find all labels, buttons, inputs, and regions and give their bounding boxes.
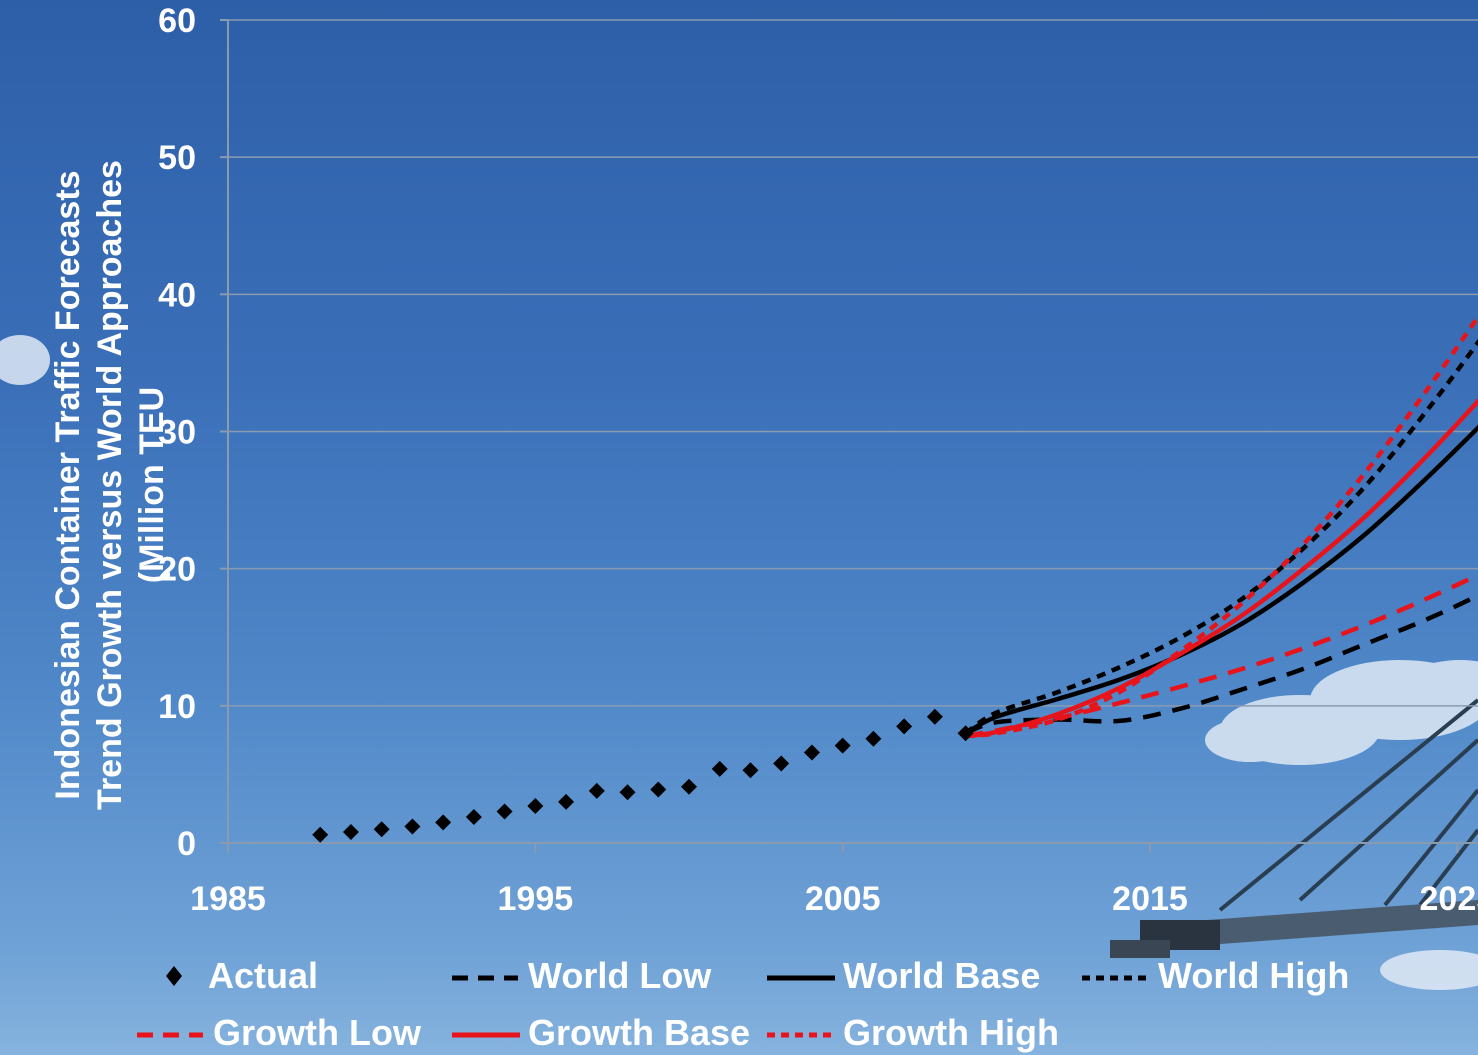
red-solid-line-icon: [452, 1032, 520, 1038]
actual-data-point: [527, 797, 544, 814]
actual-data-point: [312, 826, 329, 843]
series-line-world-base: [964, 424, 1478, 736]
actual-data-point: [865, 730, 882, 747]
y-tick-label: 40: [158, 276, 196, 314]
x-tick-label: 1995: [498, 880, 574, 918]
legend-label-world-base: World Base: [843, 955, 1041, 996]
y-tick-label: 0: [177, 825, 196, 863]
actual-data-point: [803, 744, 820, 761]
legend-item-growth-base: Growth Base: [450, 1012, 750, 1054]
y-axis-title: Indonesian Container Traffic Forecasts T…: [35, 35, 185, 935]
legend-label-growth-base: Growth Base: [528, 1012, 751, 1053]
legend-item-world-base: World Base: [765, 955, 1040, 997]
actual-data-point: [957, 725, 974, 742]
actual-data-point: [773, 755, 790, 772]
short-dash-line-icon: [1082, 975, 1148, 981]
tick-labels: 0 10 20 30 40 50 60 1985 1995 2005 2015 2025: [158, 2, 1478, 918]
series-line-growth-low: [965, 572, 1478, 739]
legend: Actual World Low World Base World High G…: [0, 950, 1478, 1055]
y-tick-label: 60: [158, 2, 196, 40]
clouds: [0, 335, 1478, 990]
x-tick-label: 2005: [805, 880, 881, 918]
actual-data-point: [681, 778, 697, 795]
legend-label-growth-low: Growth Low: [213, 1012, 421, 1053]
y-tick-label: 10: [158, 688, 196, 726]
crane-boom: [1110, 900, 1478, 958]
actual-data-point: [496, 803, 513, 820]
y-tick-label: 50: [158, 139, 196, 177]
solid-line-icon: [767, 975, 835, 981]
actual-data-point: [619, 784, 636, 801]
actual-data-point: [588, 782, 605, 799]
y-axis-title-line-1: Indonesian Container Traffic Forecasts: [49, 170, 87, 800]
actual-data-point: [342, 824, 359, 841]
y-axis-title-line-2: Trend Growth versus World Approaches: [91, 160, 129, 810]
actual-data-point: [711, 760, 728, 777]
actual-markers: [312, 708, 974, 843]
dash-line-icon: [452, 975, 518, 981]
y-tick-label: 30: [158, 414, 196, 452]
series-lines: [964, 313, 1478, 739]
gridlines: [228, 19, 1478, 707]
actual-data-point: [435, 814, 452, 831]
legend-label-growth-high: Growth High: [843, 1012, 1059, 1053]
x-tick-label: 2025: [1420, 880, 1478, 918]
legend-item-growth-low: Growth Low: [135, 1012, 421, 1054]
y-axis-title-line-3: (Million TEU: [133, 386, 171, 584]
x-tick-label: 2015: [1112, 880, 1188, 918]
series-line-growth-high: [965, 313, 1478, 739]
actual-data-point: [465, 808, 482, 825]
x-tick-label: 1985: [190, 880, 266, 918]
red-short-dash-line-icon: [767, 1032, 833, 1038]
y-tick-label: 20: [158, 551, 196, 589]
actual-data-point: [926, 708, 943, 725]
legend-item-actual: Actual: [160, 955, 318, 997]
legend-label-world-high: World High: [1158, 955, 1350, 996]
diamond-marker-icon: [166, 966, 182, 986]
actual-data-point: [650, 781, 667, 798]
legend-label-world-low: World Low: [528, 955, 712, 996]
legend-item-world-high: World High: [1080, 955, 1349, 997]
actual-data-point: [896, 718, 913, 735]
red-dash-line-icon: [137, 1032, 203, 1038]
legend-item-world-low: World Low: [450, 955, 711, 997]
series-line-world-high: [964, 338, 1478, 736]
actual-data-point: [558, 793, 575, 810]
legend-label-actual: Actual: [208, 955, 319, 996]
actual-data-point: [373, 821, 390, 838]
actual-data-point: [834, 737, 851, 754]
axes: [220, 19, 1478, 853]
legend-item-growth-high: Growth High: [765, 1012, 1059, 1054]
series-line-growth-base: [965, 398, 1478, 739]
actual-data-point: [404, 818, 421, 835]
actual-data-point: [742, 762, 759, 779]
